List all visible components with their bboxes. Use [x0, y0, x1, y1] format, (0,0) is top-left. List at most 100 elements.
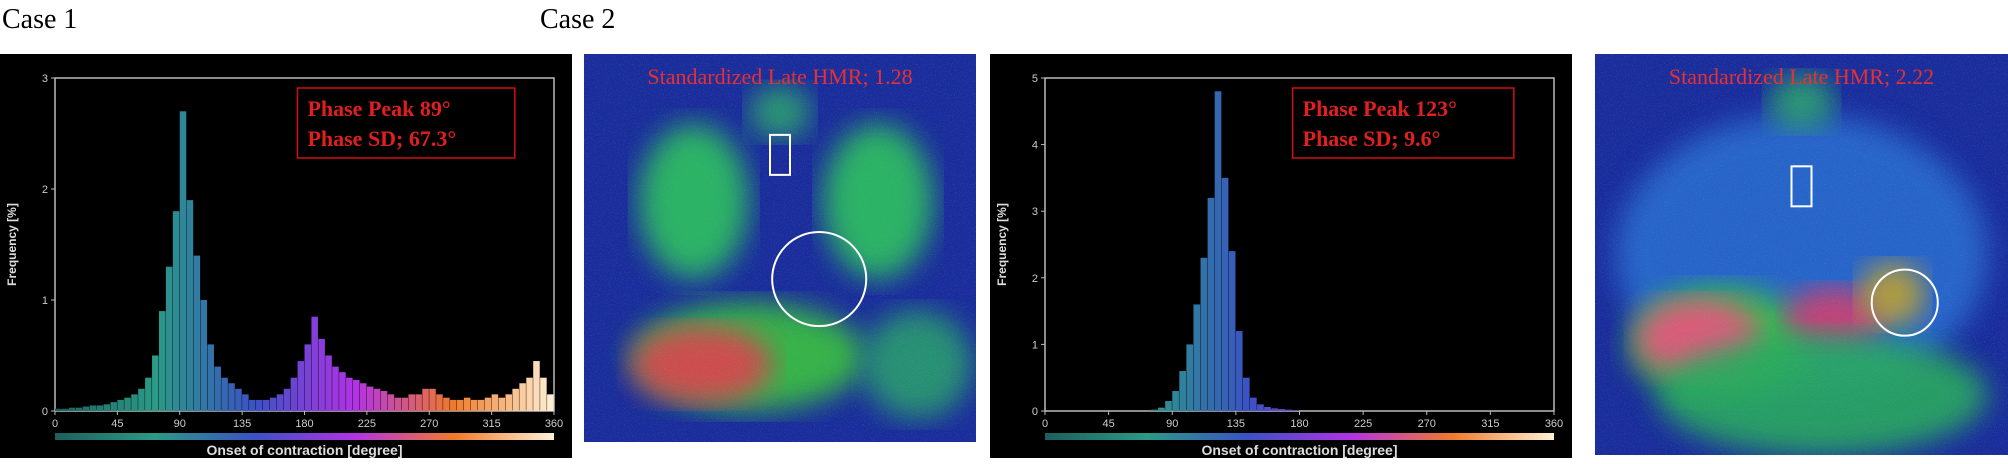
bar	[1285, 409, 1293, 411]
bar	[505, 394, 513, 411]
bar	[75, 407, 83, 411]
bar	[373, 388, 381, 411]
x-tick-label: 45	[111, 418, 123, 430]
bar	[1271, 408, 1278, 411]
bar	[283, 388, 291, 411]
bar	[158, 311, 166, 411]
bar	[103, 404, 111, 411]
y-tick-label: 4	[1032, 140, 1038, 152]
bar	[519, 383, 526, 411]
bar	[353, 379, 360, 411]
y-axis-label: Frequency [%]	[995, 203, 1009, 286]
bar	[1292, 410, 1300, 411]
x-tick-label: 360	[1545, 418, 1563, 430]
bar	[131, 394, 138, 411]
x-tick-label: 180	[1290, 418, 1308, 430]
bar	[117, 399, 124, 411]
bar	[165, 266, 173, 411]
x-tick-label: 90	[174, 418, 186, 430]
bar	[1235, 331, 1243, 411]
bar	[346, 377, 353, 411]
image-annotation: Standardized Late HMR; 1.28	[647, 64, 912, 89]
bar	[82, 406, 90, 411]
x-tick-label: 270	[1418, 418, 1436, 430]
bar	[1228, 251, 1236, 411]
x-tick-label: 225	[358, 418, 376, 430]
annotation: Phase Peak 89°	[307, 96, 450, 121]
y-tick-label: 1	[42, 295, 48, 307]
colorbar	[1045, 433, 1554, 440]
bar	[512, 388, 519, 411]
bar	[443, 397, 450, 411]
annotation: Phase Peak 123°	[1303, 96, 1457, 121]
bar	[124, 397, 131, 411]
bar	[1165, 401, 1172, 411]
bar	[61, 408, 69, 411]
x-tick-label: 225	[1354, 418, 1372, 430]
bar	[325, 355, 332, 411]
bar	[193, 255, 201, 411]
bar	[540, 377, 547, 411]
heart-roi	[1870, 268, 1939, 337]
bar	[297, 361, 305, 411]
bar	[387, 394, 395, 411]
heart-roi	[771, 231, 868, 328]
bar	[200, 300, 208, 411]
bar	[145, 377, 152, 411]
bar	[470, 399, 478, 411]
bar	[242, 394, 249, 411]
mediastinum-roi	[769, 133, 791, 176]
noise	[1595, 54, 2008, 455]
y-tick-label: 2	[1032, 273, 1038, 285]
bar	[1257, 404, 1264, 411]
bar	[408, 394, 415, 411]
bar	[456, 399, 464, 411]
bar	[1179, 371, 1186, 411]
bar	[463, 397, 471, 411]
panel-background	[990, 54, 1572, 458]
annotation-box	[296, 87, 516, 159]
bar	[1264, 407, 1271, 411]
bar	[96, 405, 104, 411]
bar	[484, 397, 492, 411]
y-tick-label: 1	[1032, 339, 1038, 351]
bar	[1200, 257, 1208, 411]
case-label: Case 1	[2, 4, 77, 35]
annotation-box	[1291, 87, 1515, 159]
x-tick-label: 45	[1103, 418, 1115, 430]
image-annotation: Standardized Late HMR; 2.22	[1669, 64, 1934, 89]
y-tick-label: 3	[1032, 206, 1038, 218]
case-label: Case 2	[540, 4, 615, 35]
bar	[450, 399, 457, 411]
bar	[1278, 409, 1285, 411]
bar	[276, 394, 284, 411]
bar	[235, 388, 242, 411]
bar	[311, 316, 318, 411]
bar	[1172, 391, 1179, 411]
histogram-panel: 0 1 2 3 0 45 90 135 180 225 270 315 360 Onset of cont…	[0, 54, 572, 458]
bar	[1207, 197, 1215, 411]
noise	[584, 54, 976, 442]
y-tick-label: 0	[42, 406, 48, 418]
x-tick-label: 0	[1042, 418, 1048, 430]
y-tick-label: 0	[1032, 406, 1038, 418]
x-axis-label: Onset of contraction [degree]	[1201, 442, 1397, 458]
bar	[332, 366, 339, 411]
bar	[533, 361, 540, 411]
bar	[214, 366, 221, 411]
bar	[491, 394, 499, 411]
annotation: Phase SD; 67.3°	[307, 126, 456, 151]
bar	[221, 377, 228, 411]
bar	[110, 402, 117, 411]
bar	[262, 399, 270, 411]
x-tick-label: 0	[52, 418, 58, 430]
bar	[429, 388, 436, 411]
bar	[255, 399, 263, 411]
bar	[380, 391, 388, 411]
bar	[1250, 397, 1257, 411]
bar	[186, 200, 194, 411]
bar	[1193, 304, 1201, 411]
bar	[290, 377, 298, 411]
